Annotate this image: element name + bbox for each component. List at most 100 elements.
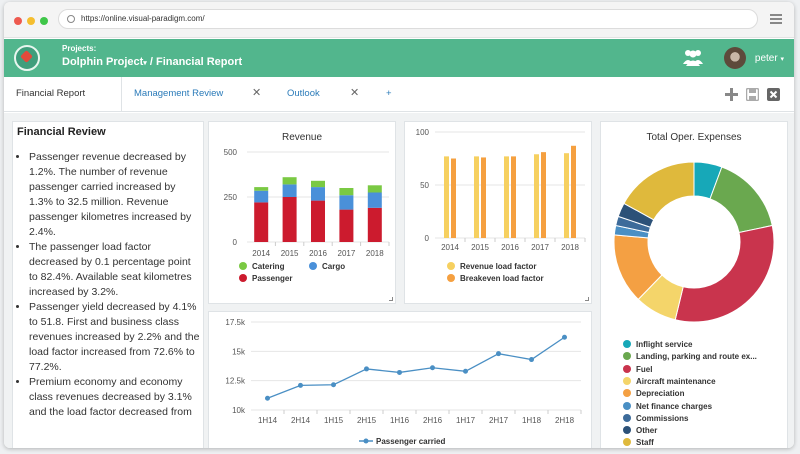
- minimize-window-dot[interactable]: [27, 17, 35, 25]
- close-tab-management-review-icon[interactable]: ✕: [252, 87, 262, 99]
- bar-passenger: [282, 197, 297, 242]
- y-tick-label: 10k: [232, 406, 246, 415]
- data-point: [529, 357, 534, 363]
- slice-staff: [623, 161, 695, 221]
- x-tick-label: 2016: [501, 243, 519, 252]
- legend-dot: [447, 274, 455, 282]
- bar-passenger: [367, 207, 382, 242]
- legend-label: Revenue load factor: [460, 262, 537, 271]
- legend-dot: [239, 262, 247, 270]
- project-name[interactable]: Dolphin Project: [62, 56, 144, 68]
- app-header: Projects: Dolphin Project▾ / Financial R…: [4, 39, 794, 77]
- bar-passenger: [254, 202, 269, 242]
- y-tick-label: 500: [224, 148, 238, 157]
- x-tick-label: 2017: [531, 243, 549, 252]
- legend-dot: [623, 438, 631, 447]
- load-factor-legend: Revenue load factor Breakeven load facto…: [447, 262, 587, 292]
- legend-label: Staff: [636, 438, 654, 448]
- bar-breakeven-load-factor: [571, 145, 576, 238]
- resize-handle[interactable]: [585, 297, 589, 301]
- bar-passenger: [311, 200, 325, 242]
- legend-label: Other: [636, 426, 658, 436]
- y-tick-label: 15k: [232, 347, 246, 356]
- project-dropdown-icon[interactable]: ▾: [143, 60, 147, 67]
- legend-item: Depreciation: [623, 389, 684, 398]
- bar-cargo: [311, 187, 325, 201]
- x-tick-label: 2018: [366, 249, 384, 258]
- dashboard-content: Financial Review Passenger revenue decre…: [4, 113, 794, 448]
- x-tick-label: 2H17: [489, 416, 509, 425]
- add-icon[interactable]: [725, 88, 738, 101]
- user-menu[interactable]: peter ▾: [755, 53, 784, 64]
- address-bar[interactable]: https://online.visual-paradigm.com/: [58, 9, 758, 29]
- menu-icon[interactable]: [770, 14, 782, 24]
- bar-cargo: [339, 195, 354, 210]
- legend-item: Staff: [623, 438, 654, 447]
- x-tick-label: 2018: [561, 243, 579, 252]
- legend-label: Depreciation: [636, 389, 685, 399]
- bar-revenue-load-factor: [474, 156, 479, 238]
- financial-review-title: Financial Review: [17, 126, 106, 138]
- bar-breakeven-load-factor: [481, 157, 486, 238]
- tab-outlook[interactable]: Outlook: [287, 88, 320, 99]
- x-tick-label: 1H18: [522, 416, 542, 425]
- y-tick-label: 250: [224, 193, 238, 202]
- page-name: / Financial Report: [149, 56, 243, 68]
- maximize-window-dot[interactable]: [40, 17, 48, 25]
- browser-window: https://online.visual-paradigm.com/ Proj…: [4, 2, 794, 448]
- revenue-chart: 0 250 500 2014 2015 2016 2017 2018: [224, 148, 390, 258]
- list-item: Premium economy and economy class revenu…: [29, 375, 201, 420]
- legend-item: Aircraft maintenance: [623, 376, 716, 386]
- bar-catering: [254, 187, 269, 191]
- projects-label: Projects:: [62, 44, 97, 53]
- legend-dot: [239, 274, 247, 282]
- legend-label: Net finance charges: [636, 401, 713, 411]
- bar-passenger: [339, 209, 354, 242]
- legend-item-catering: Catering: [239, 262, 284, 271]
- bar-breakeven-load-factor: [541, 152, 546, 238]
- slice-landing-parking-and-route-ex-: [709, 166, 773, 234]
- legend-label: Inflight service: [636, 340, 693, 349]
- legend-item: Commissions: [623, 413, 689, 423]
- bar-cargo: [367, 192, 382, 208]
- reload-icon[interactable]: [67, 15, 75, 23]
- passenger-carried-chart: 10k 12.5k 15k 17.5k 1H14 2H14 1H15 2H15 1H16 2H16…: [225, 318, 582, 425]
- expenses-donut-chart: [613, 161, 775, 323]
- user-avatar[interactable]: [724, 47, 746, 69]
- tab-financial-report[interactable]: Financial Report: [4, 77, 122, 111]
- data-point: [331, 382, 336, 388]
- users-icon[interactable]: [682, 48, 704, 66]
- y-tick-label: 0: [425, 234, 430, 243]
- tab-management-review[interactable]: Management Review: [134, 88, 224, 99]
- chart-title: Total Oper. Expenses: [646, 132, 742, 143]
- revenue-chart-panel: Revenue 0 250 500 2014 2015 2016 2017 2018 Cate…: [208, 121, 396, 304]
- save-icon[interactable]: [746, 88, 759, 101]
- list-item: Passenger revenue decreased by 1.2%. The…: [29, 150, 201, 240]
- add-tab-button[interactable]: +: [386, 88, 392, 99]
- bar-catering: [367, 185, 382, 193]
- legend-label: Aircraft maintenance: [636, 376, 716, 386]
- legend-label: Commissions: [636, 413, 689, 423]
- resize-handle[interactable]: [389, 297, 393, 301]
- browser-chrome: https://online.visual-paradigm.com/: [4, 2, 794, 38]
- user-dropdown-icon: ▾: [780, 56, 784, 63]
- x-tick-label: 2015: [471, 243, 489, 252]
- legend-item: Fuel: [623, 364, 652, 374]
- data-point: [397, 369, 402, 375]
- legend-line-marker: [359, 438, 373, 444]
- close-window-dot[interactable]: [14, 17, 22, 25]
- financial-review-panel: Financial Review Passenger revenue decre…: [12, 121, 204, 448]
- legend-item: Other: [623, 426, 657, 435]
- y-tick-label: 100: [416, 128, 430, 137]
- bar-catering: [339, 188, 354, 196]
- bar-cargo: [282, 184, 297, 197]
- passenger-chart-panel: 10k 12.5k 15k 17.5k 1H14 2H14 1H15 2H15 1H16 2H16…: [208, 311, 592, 448]
- tab-bar: Financial Report Management Review ✕ Out…: [4, 77, 794, 112]
- close-icon[interactable]: [767, 88, 780, 101]
- x-tick-label: 2014: [252, 249, 270, 258]
- x-tick-label: 1H14: [258, 416, 278, 425]
- close-tab-outlook-icon[interactable]: ✕: [350, 87, 360, 99]
- app-logo-icon[interactable]: [14, 45, 40, 71]
- passenger-legend: Passenger carried: [359, 437, 509, 448]
- legend-dot: [623, 340, 631, 348]
